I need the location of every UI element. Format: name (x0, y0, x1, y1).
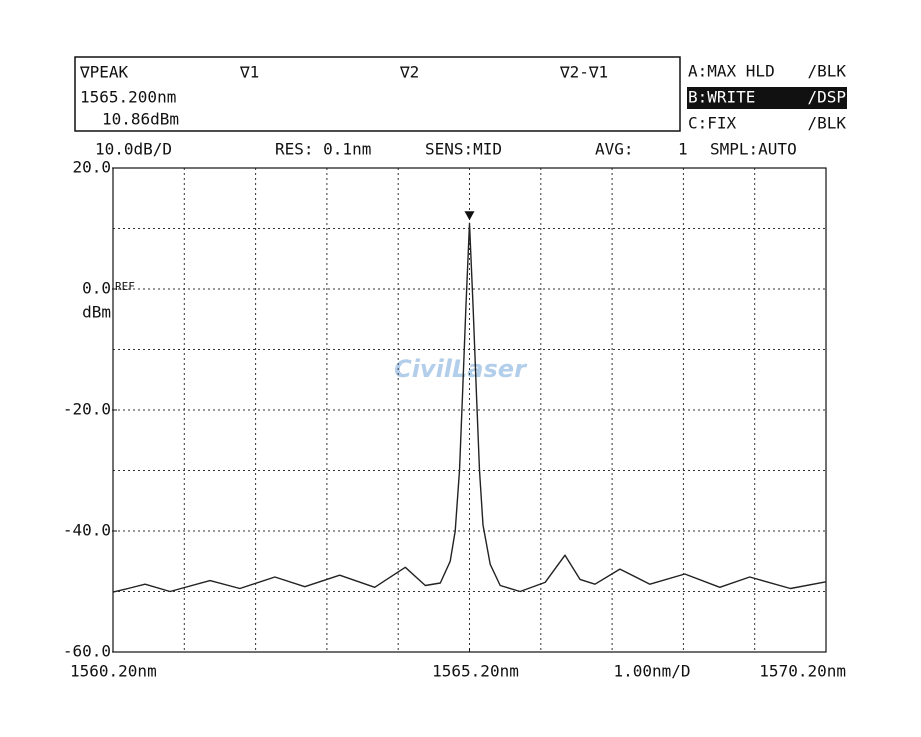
status: RES: 0.1nm (275, 140, 371, 159)
peak-wavelength: 1565.200nm (80, 88, 176, 107)
ref-label: REF (115, 280, 135, 293)
trace-mode: B:WRITE (688, 88, 755, 107)
y-tick-label: 20.0 (72, 158, 111, 177)
trace-mode: C:FIX (688, 114, 737, 133)
active-trace-highlight (687, 87, 847, 109)
x-scale-label: 1.00nm/D (613, 662, 690, 681)
x-tick-label: 1565.20nm (432, 662, 519, 681)
trace-mode: A:MAX HLD (688, 62, 775, 81)
marker-box (74, 56, 681, 132)
x-tick-label: 1560.20nm (70, 662, 157, 681)
y-tick-label: -60.0 (63, 642, 111, 661)
x-tick-label: 1570.20nm (759, 662, 846, 681)
peak-marker (464, 211, 475, 221)
watermark: CivilLaser (394, 355, 528, 383)
y-tick-label: 0.0 (82, 279, 111, 298)
trace-state: /BLK (807, 114, 846, 133)
marker-label: ∇2-∇1 (559, 63, 608, 82)
marker-label: ∇2 (399, 63, 419, 82)
peak-level: 10.86dBm (102, 110, 179, 129)
status: 1 (678, 140, 688, 159)
status: AVG: (595, 140, 634, 159)
trace-state: /BLK (807, 62, 846, 81)
spectrum-trace (112, 222, 827, 593)
y-tick-label: -40.0 (63, 521, 111, 540)
y-tick-label: -20.0 (63, 400, 111, 419)
trace-state: /DSP (807, 88, 846, 107)
marker-label: ∇1 (239, 63, 259, 82)
status: SMPL:AUTO (710, 140, 797, 159)
marker-label: ∇PEAK (79, 63, 129, 82)
y-unit: dBm (82, 303, 111, 322)
status: SENS:MID (425, 140, 502, 159)
status: 10.0dB/D (95, 140, 172, 159)
